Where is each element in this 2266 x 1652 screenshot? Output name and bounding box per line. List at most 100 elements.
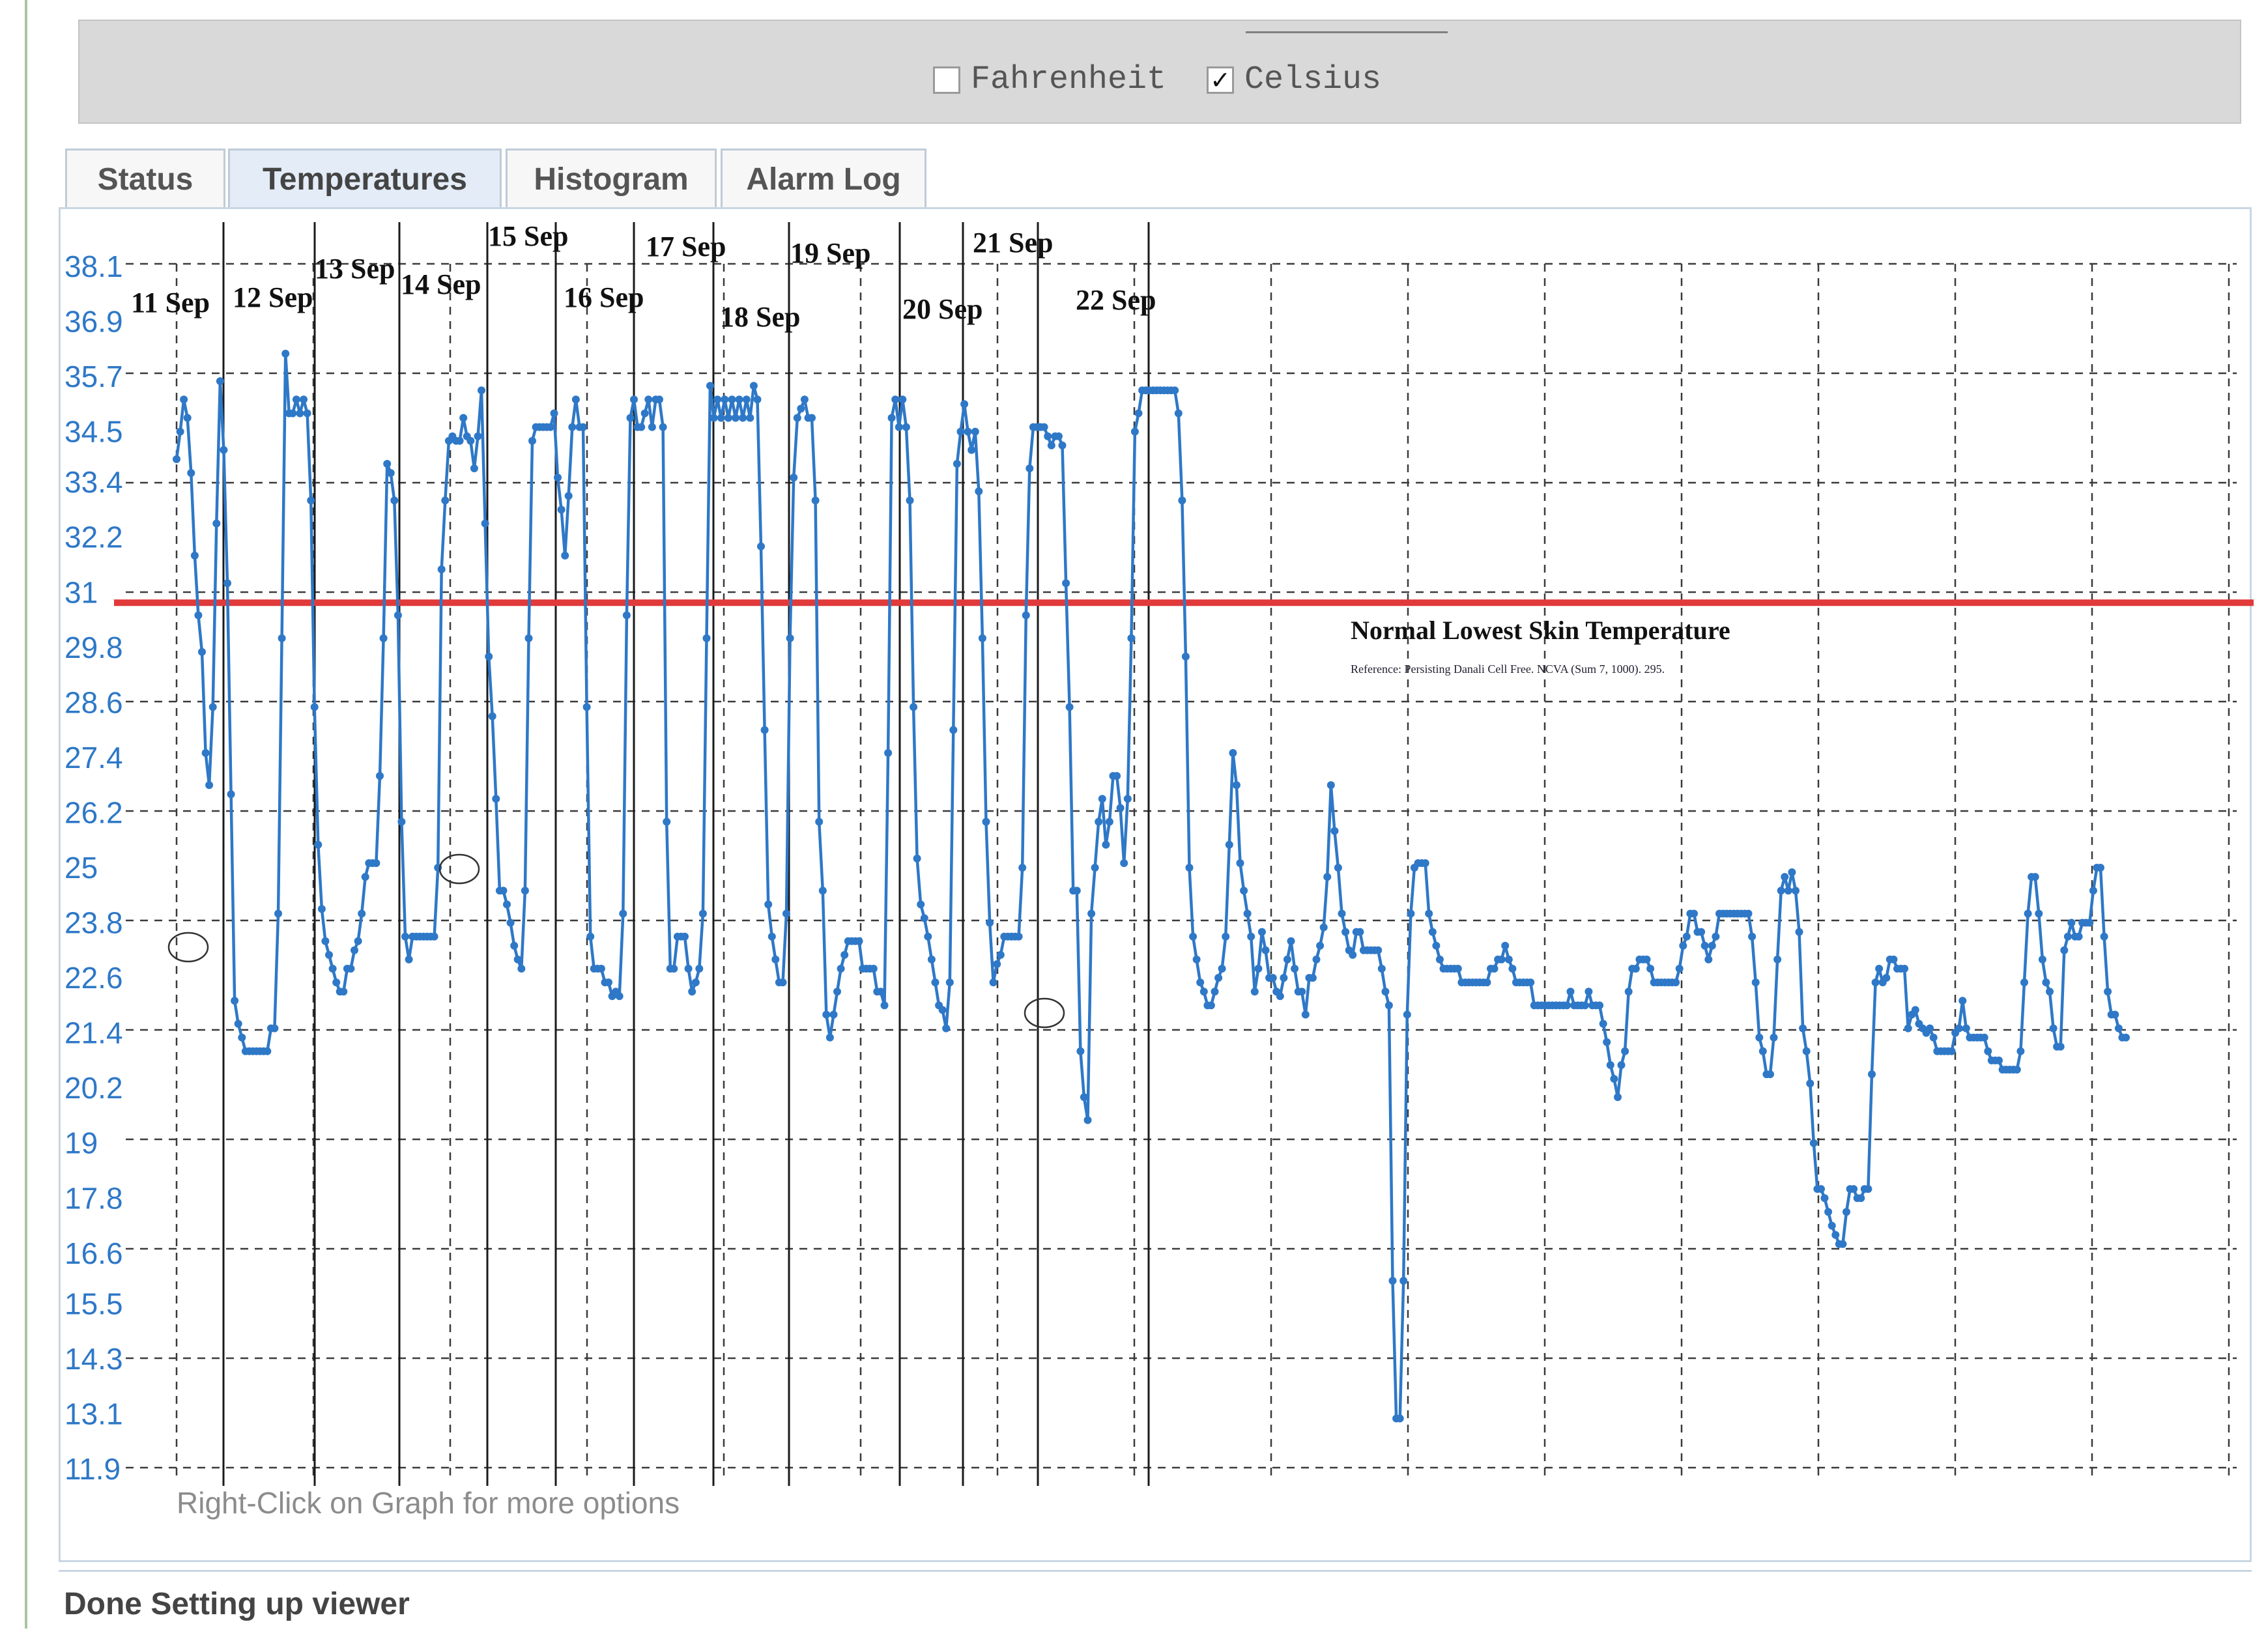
- y-tick-label: 25: [65, 851, 98, 885]
- temperature-data-point: [1388, 1277, 1397, 1285]
- temperature-data-point: [840, 950, 849, 959]
- temperature-data-point: [1065, 703, 1074, 711]
- celsius-option[interactable]: ✓ Celsius: [1207, 61, 1381, 98]
- temperature-data-point: [902, 423, 910, 431]
- temperature-data-point: [1232, 781, 1241, 790]
- temperature-data-point: [405, 955, 413, 963]
- temperature-data-point: [1621, 1047, 1629, 1055]
- temperature-data-point: [1377, 965, 1386, 973]
- temperature-data-point: [1254, 965, 1263, 973]
- temperature-data-point: [1098, 795, 1106, 803]
- temperature-data-point: [1399, 1277, 1408, 1285]
- temperature-data-point: [735, 395, 743, 404]
- temperature-data-point: [1799, 1024, 1807, 1032]
- temperature-data-point: [187, 469, 195, 477]
- temperature-data-point: [1947, 1047, 1956, 1055]
- temperature-data-point: [1700, 941, 1709, 950]
- temperature-data-point: [732, 414, 739, 422]
- temperature-data-point: [517, 965, 526, 973]
- temperature-data-point: [2089, 887, 2097, 895]
- temperature-data-point: [579, 423, 587, 431]
- temperature-data-point: [2038, 955, 2046, 963]
- temperature-data-point: [975, 487, 983, 496]
- temperature-data-point: [993, 960, 1001, 968]
- temperature-data-point: [1824, 1208, 1833, 1216]
- tab-histogram[interactable]: Histogram: [506, 149, 717, 208]
- temperature-data-point: [1581, 1001, 1589, 1010]
- temperature-data-point: [837, 965, 845, 973]
- temperature-data-point: [2063, 932, 2072, 941]
- temperature-data-point: [397, 818, 406, 826]
- temperature-data-point: [1211, 988, 1219, 996]
- temperature-data-point: [597, 965, 605, 973]
- temperature-data-point: [1396, 1414, 1404, 1423]
- temperature-data-point: [724, 414, 732, 422]
- temperature-data-point: [1882, 974, 1891, 982]
- temperature-data-point: [702, 634, 711, 642]
- temperature-data-point: [1047, 441, 1055, 449]
- fahrenheit-option[interactable]: Fahrenheit: [933, 61, 1166, 98]
- temperature-data-point: [1374, 946, 1383, 954]
- temperature-data-point: [582, 703, 591, 711]
- temperature-data-point: [1298, 988, 1306, 996]
- temperature-data-point: [1330, 827, 1339, 835]
- temperature-data-point: [1766, 1070, 1774, 1079]
- tab-status[interactable]: Status: [65, 149, 225, 208]
- temperature-data-point: [2060, 946, 2069, 954]
- temperature-data-point: [1174, 409, 1183, 418]
- temperature-data-point: [1566, 988, 1575, 996]
- temperature-chart[interactable]: 38.1 36.9 35.7 34.5 33.4 32.2 31 29.8 28.6 27.4 26…: [61, 209, 2254, 1564]
- temperature-data-point: [771, 955, 780, 963]
- temperature-data-point: [1319, 923, 1328, 932]
- temperature-data-point: [1127, 634, 1136, 642]
- temperature-data-point: [1672, 978, 1680, 987]
- temperature-data-point: [753, 395, 762, 404]
- temperature-data-point: [1243, 909, 1252, 918]
- tab-temperatures[interactable]: Temperatures: [228, 149, 502, 208]
- temperature-data-point: [524, 634, 533, 642]
- temperature-data-point: [1381, 988, 1390, 996]
- temperature-data-point: [786, 634, 794, 642]
- temperature-data-point: [466, 436, 475, 445]
- temperature-data-point: [1642, 955, 1651, 963]
- temperature-data-point: [964, 427, 972, 436]
- temperature-data-point: [895, 423, 903, 431]
- y-tick-label: 38.1: [65, 249, 123, 283]
- temperature-data-point: [1624, 988, 1633, 996]
- annotation-circle: [1024, 997, 1065, 1029]
- temperature-data-point: [201, 748, 210, 757]
- temperature-data-point: [721, 395, 729, 404]
- temperature-data-point: [1962, 1024, 1970, 1032]
- temperature-data-point: [358, 909, 366, 918]
- temperature-data-point: [749, 382, 758, 390]
- day-label: 13 Sep: [315, 253, 395, 285]
- temperature-data-point: [615, 992, 624, 1001]
- temperature-data-point: [1777, 887, 1785, 895]
- temperature-data-point: [1958, 997, 1967, 1005]
- temperature-data-point: [1054, 432, 1063, 440]
- temperature-data-point: [1171, 386, 1179, 395]
- day-label: 21 Sep: [973, 227, 1053, 259]
- temperature-data-point: [800, 395, 809, 404]
- temperature-data-point: [1316, 941, 1325, 950]
- temperature-data-point: [989, 978, 997, 987]
- y-tick-label: 35.7: [65, 360, 123, 393]
- temperature-data-point: [1806, 1079, 1814, 1088]
- temperature-data-point: [876, 988, 885, 996]
- temperature-data-point: [1527, 978, 1535, 987]
- temperature-data-point: [1327, 781, 1335, 790]
- temperature-data-point: [1792, 887, 1800, 895]
- temperature-data-point: [1708, 941, 1716, 950]
- temperature-data-point: [825, 1033, 834, 1042]
- temperature-data-point: [1596, 1001, 1604, 1010]
- temperature-graph-panel[interactable]: 38.1 36.9 35.7 34.5 33.4 32.2 31 29.8 28.6 27.4 26…: [59, 207, 2254, 1564]
- temperature-data-point: [2111, 1010, 2119, 1019]
- fahrenheit-checkbox[interactable]: [933, 66, 960, 94]
- temperature-data-point: [1091, 864, 1099, 872]
- temperature-data-point: [459, 414, 468, 422]
- celsius-checkbox[interactable]: ✓: [1207, 66, 1234, 94]
- temperature-data-point: [1291, 965, 1299, 973]
- threshold-label: Normal Lowest Skin Temperature: [1351, 616, 1730, 645]
- tab-alarm-log[interactable]: Alarm Log: [721, 149, 926, 208]
- temperature-data-point: [1178, 496, 1186, 505]
